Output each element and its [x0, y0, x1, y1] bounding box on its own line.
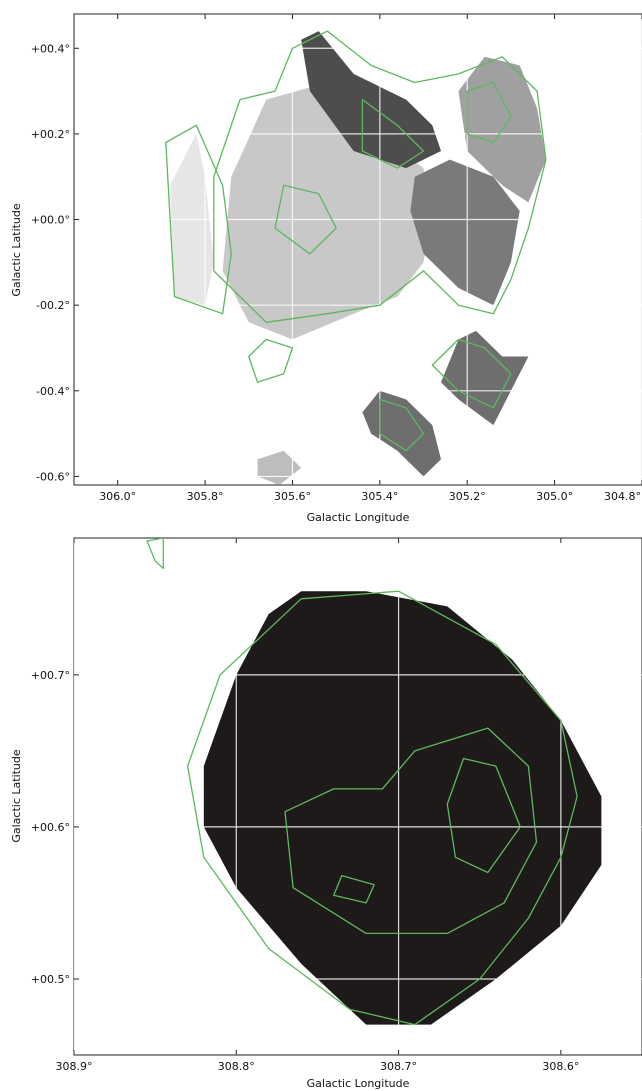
panel-2-x-tick-label-0: 308.9° [56, 1060, 93, 1073]
panel-1-contour-2 [361, 98, 425, 169]
panel-1-grid [74, 14, 642, 485]
panel-1-y-tick-label-1: +00.2° [31, 128, 70, 141]
panel-1: 306.0° 305.8° 305.6° 305.4° 305.2° 305.0° 304.… [10, 13, 642, 524]
panel-1-contour-5 [248, 338, 294, 383]
panel-2-grid [74, 538, 642, 1055]
panel-2-x-axis-title: Galactic Longitude [307, 1077, 410, 1090]
panel-1-contour-1 [213, 30, 547, 323]
panel-1-x-tick-label-5: 305.0° [536, 490, 573, 503]
panel-2: 308.9° 308.8° 308.7° 308.6° +00.7°+00.6°+00… [10, 537, 642, 1090]
panel-1-y-tick-label-3: -00.2° [36, 299, 70, 312]
panel-1-x-tick-label-0: 306.0° [99, 490, 136, 503]
panel-1-y-tick-label-5: -00.6° [36, 470, 70, 483]
panel-1-contour-6 [431, 338, 512, 409]
panel-2-y-ticks: +00.7° +00.6° +00.5° [31, 669, 79, 986]
panel-1-contour-7 [379, 398, 425, 452]
panel-1-contour-3 [274, 184, 337, 255]
panel-2-y-tick-label-0: +00.7° [31, 669, 70, 682]
panel-1-x-tick-label-2: 305.6° [274, 490, 311, 503]
panel-1-y-axis-title: Galactic Latitude [10, 203, 23, 297]
panel-2-contour-1 [284, 727, 538, 935]
panel-2-y-tick-label-2: +00.5° [31, 973, 70, 986]
panel-1-y-tick-label-0: +00.4° [31, 42, 70, 55]
panel-2-contour-3 [333, 874, 375, 904]
panel-1-x-tick-label-3: 305.4° [361, 490, 398, 503]
panel-2-x-ticks: 308.9° 308.8° 308.7° 308.6° [56, 538, 579, 1073]
panel-1-region-6 [362, 390, 441, 477]
panel-2-contours [146, 538, 578, 1026]
panel-2-contour-4 [146, 538, 164, 570]
panel-1-contours [165, 30, 547, 452]
panel-2-contour-0 [186, 590, 578, 1026]
panel-1-region-5 [441, 330, 529, 426]
panel-1-x-tick-label-4: 305.2° [449, 490, 486, 503]
panel-2-x-tick-label-1: 308.8° [218, 1060, 255, 1073]
panel-2-y-axis-title: Galactic Latitude [10, 749, 23, 843]
panel-1-contour-0 [165, 124, 232, 315]
panel-1-x-ticks: 306.0° 305.8° 305.6° 305.4° 305.2° 305.0° 304.… [99, 14, 642, 503]
panel-2-contour-2 [446, 757, 521, 874]
panel-2-x-tick-label-3: 308.6° [542, 1060, 579, 1073]
panel-1-x-tick-label-1: 305.8° [187, 490, 224, 503]
panel-1-y-ticks: +00.4° +00.2° +00.0° -00.2° -00.4° -00.6° [31, 42, 79, 483]
panel-2-x-tick-label-2: 308.7° [380, 1060, 417, 1073]
panel-2-region-0 [203, 591, 602, 1025]
panel-2-y-tick-label-1: +00.6° [31, 821, 70, 834]
panel-1-x-axis-title: Galactic Longitude [307, 511, 410, 524]
panel-2-regions [203, 591, 602, 1025]
panel-1-y-tick-label-2: +00.0° [31, 214, 70, 227]
panel-1-contour-4 [466, 81, 512, 144]
panel-1-region-3 [410, 159, 520, 306]
panel-1-x-tick-label-6: 304.8° [604, 490, 641, 503]
panel-1-y-tick-label-4: -00.4° [36, 385, 70, 398]
